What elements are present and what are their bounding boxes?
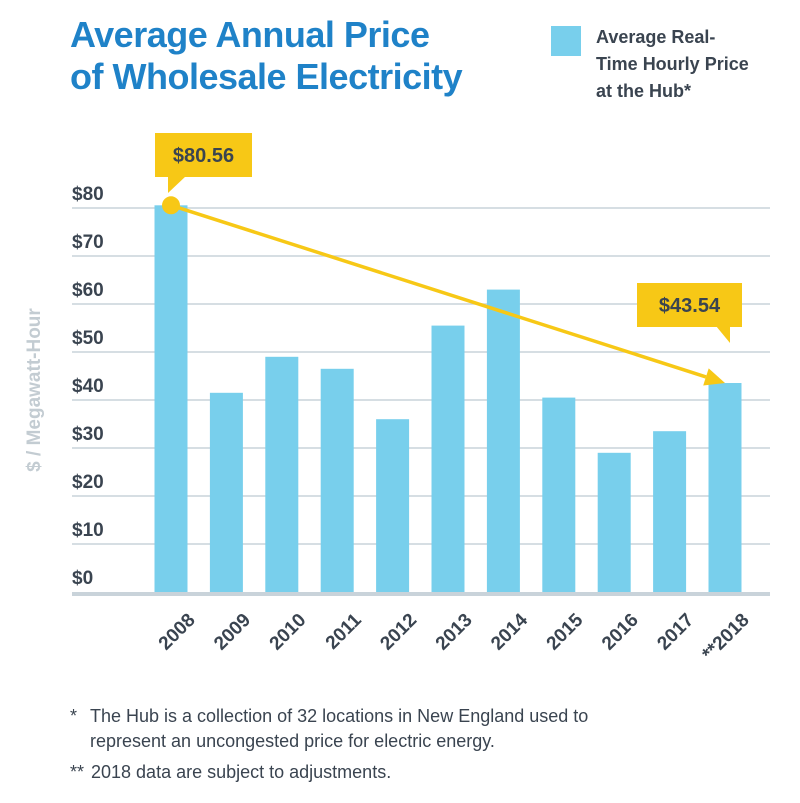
x-tick-label: 2013 (432, 610, 477, 655)
x-tick-label: 2014 (487, 609, 532, 654)
x-tick-label: **2018 (698, 610, 753, 665)
x-tick-label: 2008 (155, 610, 200, 655)
callout-2008-tail (168, 176, 186, 193)
y-tick-label: $0 (72, 568, 93, 589)
callout-2018-box (637, 283, 742, 327)
bar-2018 (708, 383, 742, 592)
x-tick-label: 2009 (210, 610, 255, 655)
x-tick-label: 2017 (653, 610, 698, 655)
trend-start-dot (162, 196, 180, 215)
y-tick-label: $20 (72, 472, 104, 493)
chart-title-line-2: of Wholesale Electricity (70, 56, 463, 97)
trend-arrowhead (703, 368, 725, 386)
bar-2016 (597, 452, 631, 592)
x-tick-label: 2016 (598, 610, 643, 655)
legend-label-line-3: at the Hub* (596, 81, 692, 101)
bar-2015 (542, 397, 576, 592)
legend-label-line-1: Average Real- (596, 27, 716, 47)
y-tick-label: $40 (72, 376, 104, 397)
bar-2013 (431, 325, 465, 592)
y-tick-label: $60 (72, 280, 104, 301)
footnote-hub: * The Hub is a collection of 32 locations… (70, 704, 690, 754)
y-tick-label: $30 (72, 424, 104, 445)
callout-2008-label: $80.56 (173, 145, 234, 167)
callout-2018-tail (716, 326, 730, 343)
footnote-2018: ** 2018 data are subject to adjustments. (70, 760, 391, 785)
x-tick-label: 2012 (376, 610, 421, 655)
footnote-hub-line-1: The Hub is a collection of 32 locations … (90, 706, 589, 726)
footnote-hub-mark: * (70, 706, 78, 726)
y-tick-label: $70 (72, 232, 104, 253)
x-tick-label: 2015 (543, 609, 588, 654)
y-tick-label: $10 (72, 520, 104, 541)
footnote-2018-text: 2018 data are subject to adjustments. (91, 762, 392, 782)
callout-2008-box (155, 133, 252, 177)
bar-2014 (486, 289, 520, 592)
footnote-2018-mark: ** (70, 762, 85, 782)
legend-label-line-2: Time Hourly Price (596, 54, 749, 74)
trend-line (170, 203, 707, 379)
x-tick-label: 2010 (266, 610, 311, 655)
footnote-hub-line-2: represent an uncongested price for elect… (90, 731, 495, 751)
legend-label: Average Real- Time Hourly Price at the H… (596, 24, 749, 105)
bar-2010 (265, 356, 299, 592)
y-axis-label: $ / Megawatt-Hour (24, 308, 45, 472)
chart-title: Average Annual Price of Wholesale Electr… (70, 14, 463, 98)
bar-2012 (376, 419, 410, 592)
bar-2011 (320, 368, 354, 592)
legend-swatch (551, 26, 581, 56)
bar-2008 (154, 205, 188, 592)
chart-title-line-1: Average Annual Price (70, 14, 430, 55)
callout-2018-label: $43.54 (659, 295, 721, 317)
y-tick-label: $80 (72, 184, 104, 205)
y-tick-label: $50 (72, 328, 104, 349)
chart-legend: Average Real- Time Hourly Price at the H… (551, 24, 791, 114)
bar-2017 (653, 431, 687, 592)
bar-2009 (209, 392, 243, 592)
x-tick-label: 2011 (322, 609, 366, 653)
